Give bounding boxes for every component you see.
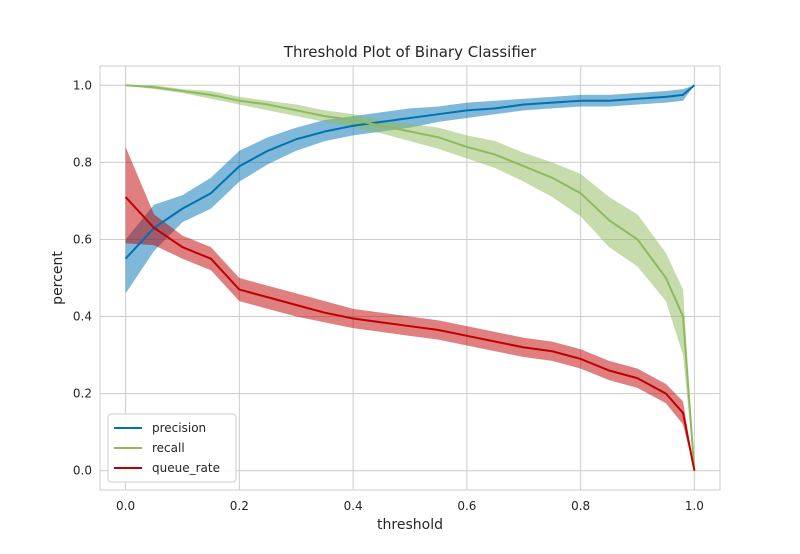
series-lines (124, 84, 696, 471)
y-tick-label: 0.0 (73, 464, 92, 478)
x-tick-label: 0.8 (571, 499, 590, 513)
x-tick-label: 0.0 (116, 499, 135, 513)
legend-box (107, 413, 237, 483)
y-tick-label: 1.0 (73, 78, 92, 92)
recall-band (125, 85, 695, 471)
legend-label-precision: precision (152, 421, 206, 435)
x-tick-label: 0.6 (457, 499, 476, 513)
x-tick-label: 1.0 (685, 499, 704, 513)
chart-title: Threshold Plot of Binary Classifier (283, 43, 537, 61)
y-tick-label: 0.6 (73, 232, 92, 246)
legend: precision recall queue_rate (107, 413, 237, 483)
y-axis-label: percent (50, 251, 66, 305)
legend-label-queue_rate: queue_rate (152, 461, 220, 475)
tick-labels: 0.0 0.2 0.4 0.6 0.8 1.0 0.0 0.2 0.4 0.6 0.8 1.0 (73, 78, 704, 513)
y-tick-label: 0.4 (73, 310, 92, 324)
precision-line (124, 84, 696, 260)
confidence-bands (125, 85, 695, 471)
x-tick-label: 0.4 (344, 499, 363, 513)
x-axis-label: threshold (377, 517, 443, 533)
queue_rate-line (124, 196, 696, 471)
y-tick-label: 0.2 (73, 387, 92, 401)
legend-label-recall: recall (152, 441, 185, 455)
x-tick-label: 0.2 (230, 499, 249, 513)
y-tick-label: 0.8 (73, 155, 92, 169)
recall-line (125, 84, 696, 471)
